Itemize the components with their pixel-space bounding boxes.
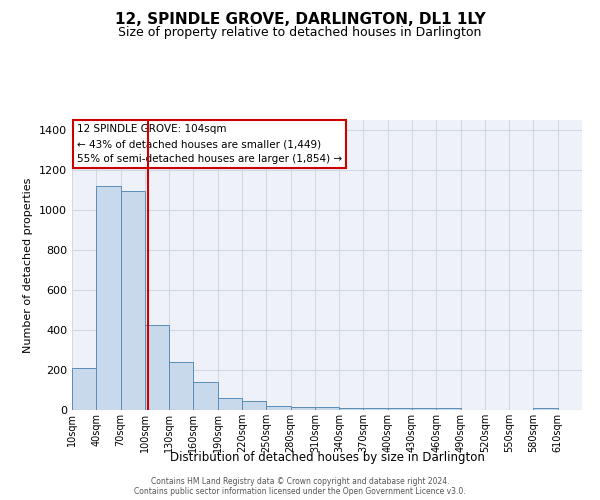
Text: Contains HM Land Registry data © Crown copyright and database right 2024.: Contains HM Land Registry data © Crown c… <box>151 476 449 486</box>
Bar <box>145 325 169 410</box>
Bar <box>339 408 364 410</box>
Bar <box>96 186 121 410</box>
Y-axis label: Number of detached properties: Number of detached properties <box>23 178 34 352</box>
Text: Distribution of detached houses by size in Darlington: Distribution of detached houses by size … <box>170 451 484 464</box>
Bar <box>315 406 339 410</box>
Bar <box>266 406 290 410</box>
Bar <box>533 408 558 410</box>
Bar <box>242 400 266 410</box>
Bar <box>193 382 218 410</box>
Bar <box>218 398 242 410</box>
Text: 12 SPINDLE GROVE: 104sqm
← 43% of detached houses are smaller (1,449)
55% of sem: 12 SPINDLE GROVE: 104sqm ← 43% of detach… <box>77 124 342 164</box>
Bar <box>121 191 145 410</box>
Bar <box>388 408 412 410</box>
Bar <box>412 408 436 410</box>
Text: 12, SPINDLE GROVE, DARLINGTON, DL1 1LY: 12, SPINDLE GROVE, DARLINGTON, DL1 1LY <box>115 12 485 28</box>
Bar <box>364 408 388 410</box>
Text: Contains public sector information licensed under the Open Government Licence v3: Contains public sector information licen… <box>134 486 466 496</box>
Bar <box>290 406 315 410</box>
Bar <box>169 362 193 410</box>
Text: Size of property relative to detached houses in Darlington: Size of property relative to detached ho… <box>118 26 482 39</box>
Bar <box>72 368 96 410</box>
Bar <box>436 408 461 410</box>
